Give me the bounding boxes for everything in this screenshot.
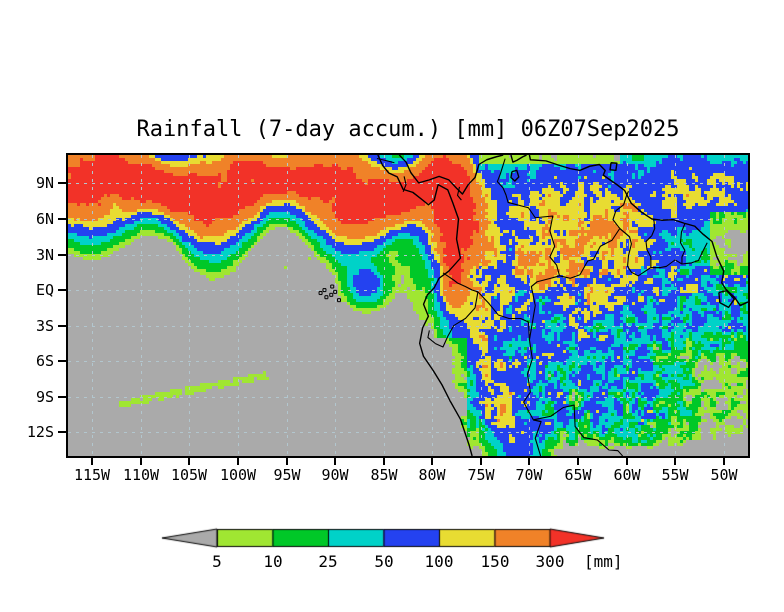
lon-tick-mark xyxy=(577,458,579,465)
lon-tick-mark xyxy=(188,458,190,465)
lon-tick-mark xyxy=(237,458,239,465)
legend-threshold-label: 25 xyxy=(318,552,338,571)
legend-threshold-label: 5 xyxy=(212,552,222,571)
lon-tick-mark xyxy=(431,458,433,465)
lon-tick-mark xyxy=(674,458,676,465)
lon-tick-label: 60W xyxy=(613,466,641,484)
lon-tick-label: 100W xyxy=(219,466,257,484)
map-frame xyxy=(66,153,750,458)
legend-colorbar xyxy=(148,521,618,557)
lat-tick-mark xyxy=(58,218,66,220)
legend-unit-label: [mm] xyxy=(584,552,623,571)
lat-tick-mark xyxy=(58,431,66,433)
lon-tick-mark xyxy=(286,458,288,465)
lon-tick-label: 90W xyxy=(321,466,349,484)
lon-tick-label: 75W xyxy=(467,466,495,484)
lat-tick-label: 9S xyxy=(35,388,54,406)
lon-tick-mark xyxy=(91,458,93,465)
lon-tick-mark xyxy=(528,458,530,465)
rainfall-map-canvas xyxy=(68,155,748,456)
lat-tick-label: EQ xyxy=(35,281,54,299)
lon-tick-label: 85W xyxy=(370,466,398,484)
lon-tick-label: 110W xyxy=(122,466,160,484)
lat-tick-mark xyxy=(58,289,66,291)
lat-tick-label: 9N xyxy=(35,174,54,192)
lon-tick-label: 65W xyxy=(564,466,592,484)
legend-threshold-label: 50 xyxy=(374,552,394,571)
legend-threshold-label: 300 xyxy=(535,552,565,571)
lon-tick-mark xyxy=(140,458,142,465)
lon-tick-mark xyxy=(480,458,482,465)
lat-tick-label: 3N xyxy=(35,246,54,264)
map-title: Rainfall (7-day accum.) [mm] 06Z07Sep202… xyxy=(136,117,680,142)
lon-tick-label: 70W xyxy=(515,466,543,484)
lat-tick-mark xyxy=(58,325,66,327)
lat-tick-mark xyxy=(58,254,66,256)
lon-tick-mark xyxy=(626,458,628,465)
lat-tick-label: 12S xyxy=(26,423,54,441)
lon-tick-label: 105W xyxy=(170,466,208,484)
lon-tick-mark xyxy=(723,458,725,465)
legend-threshold-label: 10 xyxy=(263,552,283,571)
lat-tick-label: 6N xyxy=(35,210,54,228)
lat-tick-label: 3S xyxy=(35,317,54,335)
legend-threshold-label: 150 xyxy=(480,552,510,571)
lat-tick-label: 6S xyxy=(35,352,54,370)
lat-tick-mark xyxy=(58,396,66,398)
lon-tick-label: 95W xyxy=(273,466,301,484)
lon-tick-label: 50W xyxy=(710,466,738,484)
lat-tick-mark xyxy=(58,182,66,184)
lon-tick-label: 115W xyxy=(73,466,111,484)
lon-tick-label: 80W xyxy=(418,466,446,484)
lon-tick-label: 55W xyxy=(661,466,689,484)
legend-threshold-label: 100 xyxy=(424,552,454,571)
lat-tick-mark xyxy=(58,360,66,362)
lon-tick-mark xyxy=(334,458,336,465)
lon-tick-mark xyxy=(383,458,385,465)
